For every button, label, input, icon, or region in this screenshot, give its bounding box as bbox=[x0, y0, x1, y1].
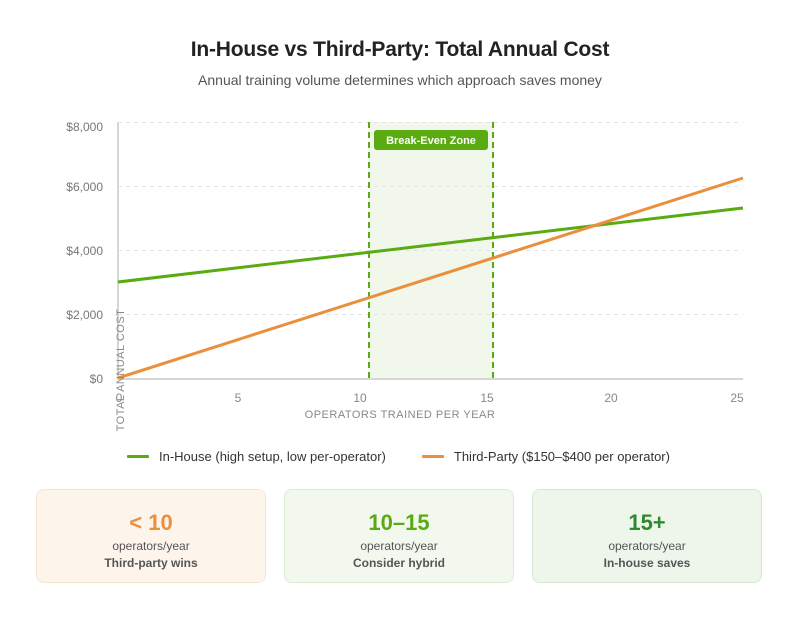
chart-subtitle: Annual training volume determines which … bbox=[198, 72, 602, 88]
x-tick: 20 bbox=[604, 391, 618, 405]
break-even-label: Break-Even Zone bbox=[386, 135, 476, 147]
legend-label: Third-Party ($150–$400 per operator) bbox=[453, 449, 670, 464]
card-unit: operators/year bbox=[360, 539, 438, 553]
y-tick: $8,000 bbox=[66, 120, 103, 134]
third-party-swatch-icon bbox=[421, 455, 444, 458]
third-party-line bbox=[117, 176, 744, 380]
card-verdict: In-house saves bbox=[603, 556, 691, 570]
y-tick: $6,000 bbox=[66, 180, 103, 194]
legend-label: In-House (high setup, low per-operator) bbox=[159, 449, 386, 464]
x-tick: 0 bbox=[116, 391, 123, 405]
legend-item-third-party: Third-Party ($150–$400 per operator) bbox=[421, 449, 670, 464]
y-tick: $0 bbox=[90, 372, 104, 386]
card-verdict: Third-party wins bbox=[104, 556, 198, 570]
y-tick: $2,000 bbox=[66, 308, 103, 322]
x-axis-title: OPERATORS TRAINED PER YEAR bbox=[305, 409, 496, 421]
x-tick: 10 bbox=[353, 391, 367, 405]
legend-item-in-house: In-House (high setup, low per-operator) bbox=[127, 449, 386, 464]
card-consider-hybrid: 10–15 operators/year Consider hybrid bbox=[284, 489, 514, 583]
y-axis-title: TOTAL ANNUAL COST bbox=[115, 309, 127, 432]
card-unit: operators/year bbox=[608, 539, 686, 553]
card-third-party-wins: < 10 operators/year Third-party wins bbox=[36, 489, 266, 583]
card-unit: operators/year bbox=[112, 539, 190, 553]
card-in-house-saves: 15+ operators/year In-house saves bbox=[532, 489, 762, 583]
legend: In-House (high setup, low per-operator) … bbox=[127, 449, 706, 464]
in-house-swatch-icon bbox=[127, 455, 149, 458]
card-value: 15+ bbox=[628, 510, 666, 535]
card-value: < 10 bbox=[129, 510, 173, 535]
card-verdict: Consider hybrid bbox=[352, 556, 445, 570]
summary-cards: < 10 operators/year Third-party wins 10–… bbox=[36, 489, 762, 583]
chart-title: In-House vs Third-Party: Total Annual Co… bbox=[190, 38, 610, 61]
x-tick: 25 bbox=[730, 391, 744, 405]
card-value: 10–15 bbox=[368, 510, 430, 535]
y-tick: $4,000 bbox=[66, 244, 103, 258]
break-even-badge bbox=[374, 130, 488, 150]
x-tick: 15 bbox=[480, 391, 494, 405]
x-tick: 5 bbox=[235, 391, 242, 405]
line-chart: Break-Even Zone $0 $2,000 $4,000 $6,000 … bbox=[66, 120, 744, 432]
grid-lines bbox=[118, 122, 743, 315]
in-house-line bbox=[117, 206, 744, 284]
